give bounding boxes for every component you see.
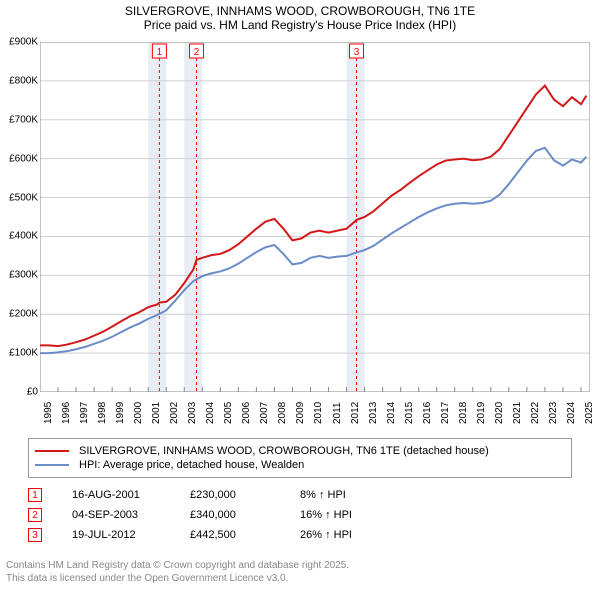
legend-swatch bbox=[35, 464, 69, 466]
sale-row: 2 04-SEP-2003 £340,000 16% ↑ HPI bbox=[28, 508, 400, 522]
sale-marker: 2 bbox=[28, 508, 42, 522]
x-tick-label: 2016 bbox=[422, 402, 433, 424]
chart-area: 1 2 3 bbox=[40, 42, 590, 392]
sale-marker: 3 bbox=[28, 528, 42, 542]
x-tick-label: 1999 bbox=[115, 402, 126, 424]
sale-hpi: 8% ↑ HPI bbox=[300, 489, 400, 501]
x-tick-label: 2024 bbox=[566, 402, 577, 424]
titles: SILVERGROVE, INNHAMS WOOD, CROWBOROUGH, … bbox=[0, 0, 600, 32]
y-tick-label: £800K bbox=[9, 75, 38, 86]
x-tick-label: 2001 bbox=[151, 402, 162, 424]
sale-row: 1 16-AUG-2001 £230,000 8% ↑ HPI bbox=[28, 488, 400, 502]
x-tick-label: 1998 bbox=[97, 402, 108, 424]
y-tick-label: £200K bbox=[9, 309, 38, 320]
svg-text:3: 3 bbox=[354, 47, 360, 58]
legend: SILVERGROVE, INNHAMS WOOD, CROWBOROUGH, … bbox=[28, 438, 572, 478]
x-tick-label: 2017 bbox=[440, 402, 451, 424]
sale-price: £340,000 bbox=[190, 509, 300, 521]
x-tick-label: 2007 bbox=[259, 402, 270, 424]
svg-text:2: 2 bbox=[194, 47, 200, 58]
sale-price: £230,000 bbox=[190, 489, 300, 501]
sale-hpi: 16% ↑ HPI bbox=[300, 509, 400, 521]
title-line1: SILVERGROVE, INNHAMS WOOD, CROWBOROUGH, … bbox=[0, 4, 600, 18]
legend-label: HPI: Average price, detached house, Weal… bbox=[79, 459, 304, 471]
x-tick-label: 2020 bbox=[494, 402, 505, 424]
y-tick-label: £600K bbox=[9, 153, 38, 164]
sale-price: £442,500 bbox=[190, 529, 300, 541]
legend-swatch bbox=[35, 450, 69, 452]
x-tick-label: 1997 bbox=[79, 402, 90, 424]
x-tick-label: 2006 bbox=[241, 402, 252, 424]
sale-row: 3 19-JUL-2012 £442,500 26% ↑ HPI bbox=[28, 528, 400, 542]
x-tick-label: 1996 bbox=[61, 402, 72, 424]
chart-svg: 1 2 3 bbox=[40, 42, 590, 392]
x-tick-label: 2011 bbox=[332, 402, 343, 424]
x-tick-label: 2009 bbox=[295, 402, 306, 424]
x-tick-label: 2018 bbox=[458, 402, 469, 424]
sales-table: 1 16-AUG-2001 £230,000 8% ↑ HPI 2 04-SEP… bbox=[28, 482, 400, 548]
sale-date: 04-SEP-2003 bbox=[72, 509, 190, 521]
footer-line2: This data is licensed under the Open Gov… bbox=[6, 573, 349, 586]
y-tick-label: £400K bbox=[9, 231, 38, 242]
y-tick-label: £300K bbox=[9, 270, 38, 281]
legend-label: SILVERGROVE, INNHAMS WOOD, CROWBOROUGH, … bbox=[79, 445, 489, 457]
y-tick-label: £500K bbox=[9, 192, 38, 203]
x-tick-label: 2023 bbox=[548, 402, 559, 424]
x-tick-label: 2004 bbox=[205, 402, 216, 424]
y-tick-label: £900K bbox=[9, 37, 38, 48]
x-tick-label: 2002 bbox=[169, 402, 180, 424]
sale-hpi: 26% ↑ HPI bbox=[300, 529, 400, 541]
x-axis-labels: 1995 1996 1997 1998 1999 2000 2001 2002 2003 2004… bbox=[40, 394, 590, 434]
y-tick-label: £100K bbox=[9, 348, 38, 359]
x-tick-label: 2022 bbox=[530, 402, 541, 424]
footer: Contains HM Land Registry data © Crown c… bbox=[6, 560, 349, 585]
x-tick-label: 2003 bbox=[187, 402, 198, 424]
sale-date: 19-JUL-2012 bbox=[72, 529, 190, 541]
x-tick-label: 2005 bbox=[223, 402, 234, 424]
svg-text:1: 1 bbox=[157, 47, 163, 58]
x-tick-label: 2025 bbox=[584, 402, 595, 424]
x-tick-label: 1995 bbox=[43, 402, 54, 424]
x-tick-label: 2021 bbox=[512, 402, 523, 424]
x-tick-label: 2010 bbox=[313, 402, 324, 424]
footer-line1: Contains HM Land Registry data © Crown c… bbox=[6, 560, 349, 573]
x-tick-label: 2015 bbox=[404, 402, 415, 424]
x-tick-label: 2019 bbox=[476, 402, 487, 424]
y-tick-label: £0 bbox=[27, 387, 38, 398]
title-line2: Price paid vs. HM Land Registry's House … bbox=[0, 18, 600, 32]
x-tick-label: 2000 bbox=[133, 402, 144, 424]
y-tick-label: £700K bbox=[9, 114, 38, 125]
sale-date: 16-AUG-2001 bbox=[72, 489, 190, 501]
x-tick-label: 2014 bbox=[386, 402, 397, 424]
legend-item: SILVERGROVE, INNHAMS WOOD, CROWBOROUGH, … bbox=[35, 445, 565, 457]
x-tick-label: 2008 bbox=[277, 402, 288, 424]
sale-marker: 1 bbox=[28, 488, 42, 502]
x-tick-label: 2013 bbox=[368, 402, 379, 424]
chart-container: SILVERGROVE, INNHAMS WOOD, CROWBOROUGH, … bbox=[0, 0, 600, 590]
x-tick-label: 2012 bbox=[350, 402, 361, 424]
y-axis-labels: £0£100K£200K£300K£400K£500K£600K£700K£80… bbox=[0, 42, 40, 392]
legend-item: HPI: Average price, detached house, Weal… bbox=[35, 459, 565, 471]
